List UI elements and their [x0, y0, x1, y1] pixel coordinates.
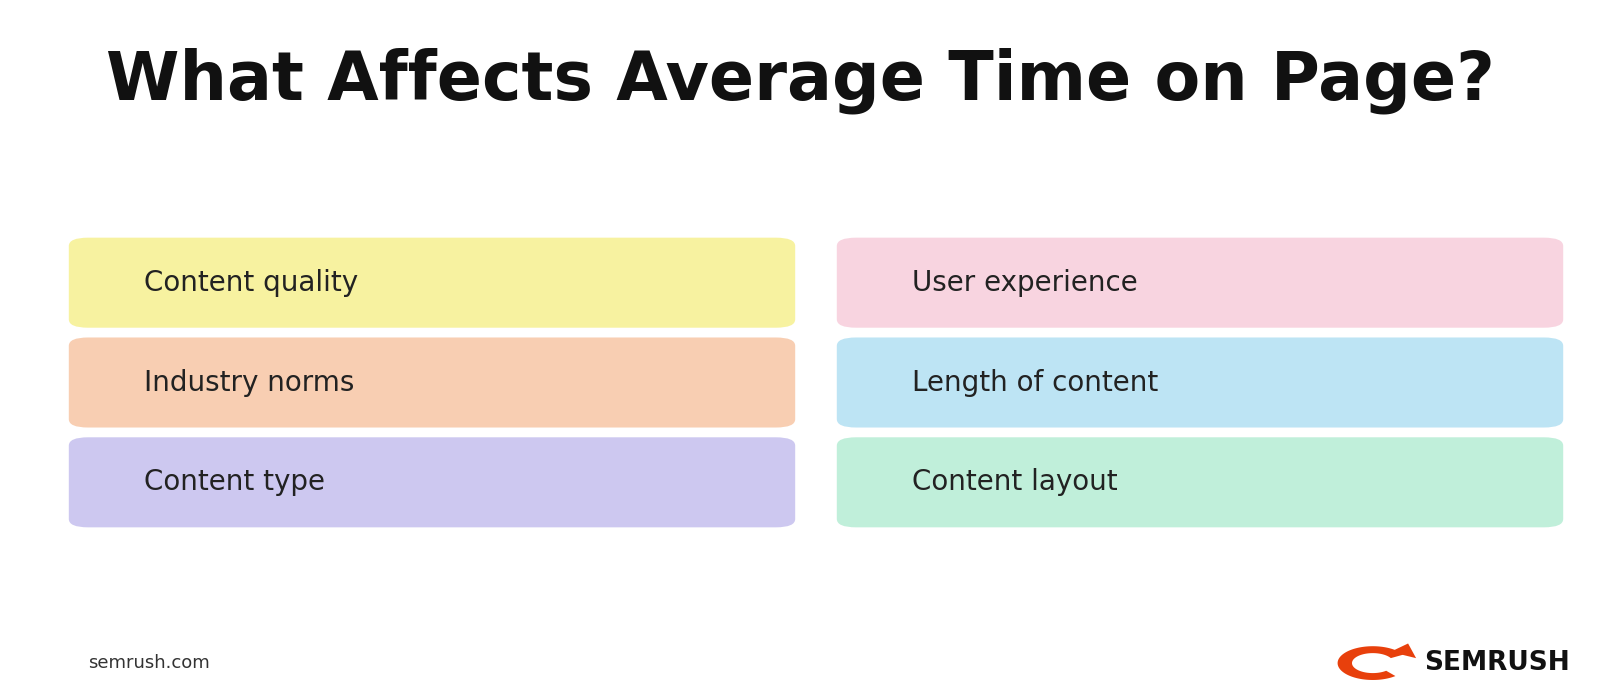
- FancyBboxPatch shape: [69, 237, 795, 328]
- FancyBboxPatch shape: [69, 338, 795, 427]
- Text: SEMRUSH: SEMRUSH: [1424, 650, 1570, 676]
- Text: Industry norms: Industry norms: [144, 369, 354, 396]
- FancyBboxPatch shape: [837, 237, 1563, 328]
- Text: Content type: Content type: [144, 468, 325, 496]
- Polygon shape: [1390, 644, 1416, 658]
- FancyBboxPatch shape: [837, 338, 1563, 427]
- Text: semrush.com: semrush.com: [88, 654, 210, 672]
- Text: What Affects Average Time on Page?: What Affects Average Time on Page?: [106, 47, 1494, 114]
- FancyBboxPatch shape: [69, 437, 795, 528]
- Text: Content quality: Content quality: [144, 269, 358, 297]
- FancyBboxPatch shape: [837, 437, 1563, 528]
- Text: Content layout: Content layout: [912, 468, 1118, 496]
- Text: User experience: User experience: [912, 269, 1138, 297]
- Text: Length of content: Length of content: [912, 369, 1158, 396]
- Polygon shape: [1338, 646, 1403, 680]
